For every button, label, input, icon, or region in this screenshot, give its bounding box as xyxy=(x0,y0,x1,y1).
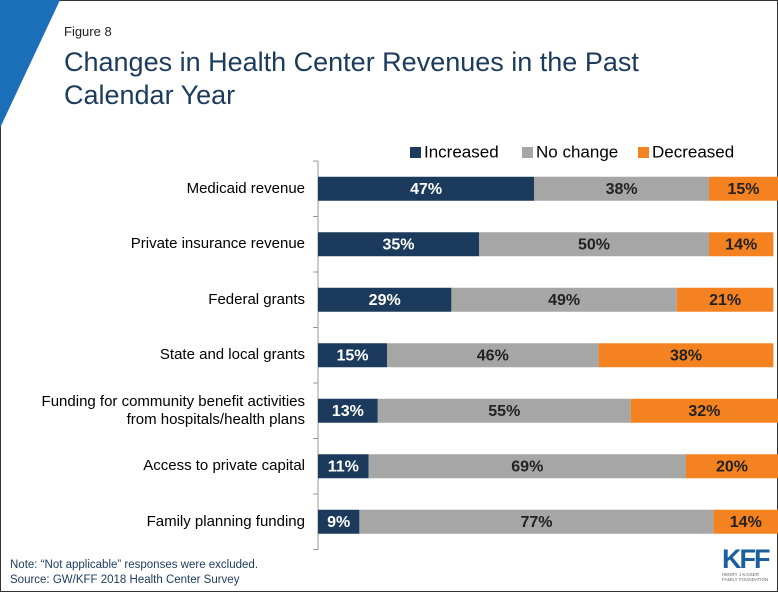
logo: KFF xyxy=(722,544,771,574)
bar-segment xyxy=(686,454,778,479)
bar-segment xyxy=(709,176,778,201)
bar-segment xyxy=(318,454,369,479)
value-label: 47% xyxy=(410,181,442,198)
value-label: 15% xyxy=(336,347,368,364)
value-label: 20% xyxy=(716,458,748,475)
bar-segment xyxy=(318,176,535,201)
value-label: 11% xyxy=(328,458,359,475)
value-label: 55% xyxy=(488,403,520,420)
bar-segment xyxy=(318,343,387,368)
bar-segment xyxy=(359,509,714,534)
legend-swatch xyxy=(522,147,533,158)
bar-segment xyxy=(630,398,778,423)
category-label: Medicaid revenue xyxy=(186,179,305,197)
bar-segment xyxy=(318,398,378,423)
value-label: 50% xyxy=(578,236,610,253)
category-label: Funding for community benefit activities… xyxy=(41,392,305,428)
source: Source: GW/KFF 2018 Health Center Survey xyxy=(10,574,240,586)
value-label: 32% xyxy=(688,403,720,420)
value-label: 14% xyxy=(730,514,762,531)
figure-label: Figure 8 xyxy=(64,24,112,39)
corner-triangle xyxy=(0,0,60,128)
value-label: 38% xyxy=(606,181,638,198)
bar-segment xyxy=(713,509,778,534)
category-label: Family planning funding xyxy=(146,512,305,530)
legend-label: No change xyxy=(536,142,618,161)
bar-segment xyxy=(451,287,677,312)
bar-segment xyxy=(479,232,709,257)
value-label: 9% xyxy=(327,514,350,531)
value-label: 35% xyxy=(382,236,414,253)
value-label: 29% xyxy=(369,292,401,309)
bar-segment xyxy=(377,398,631,423)
bar-segment xyxy=(387,343,599,368)
bar-segment xyxy=(318,287,452,312)
bar-segment xyxy=(534,176,709,201)
legend-swatch xyxy=(410,147,421,158)
value-label: 14% xyxy=(725,236,757,253)
value-label: 77% xyxy=(520,514,552,531)
bar-segment xyxy=(598,343,774,368)
value-label: 69% xyxy=(511,458,543,475)
category-label: State and local grants xyxy=(159,346,305,364)
bar-segment xyxy=(318,509,360,534)
logo-sub: HENRY J KAISER FAMILY FOUNDATION xyxy=(722,572,769,582)
chart-title: Changes in Health Center Revenues in the… xyxy=(64,47,639,110)
value-label: 13% xyxy=(332,403,364,420)
value-label: 38% xyxy=(670,347,702,364)
bar-segment xyxy=(318,232,479,257)
value-label: 15% xyxy=(727,181,759,198)
value-label: 21% xyxy=(709,292,741,309)
legend-label: Increased xyxy=(424,142,499,161)
note: Note: “Not applicable” responses were ex… xyxy=(10,559,259,571)
category-label: Federal grants xyxy=(208,290,305,308)
value-label: 46% xyxy=(477,347,509,364)
category-label: Access to private capital xyxy=(143,457,305,475)
legend-swatch xyxy=(638,147,649,158)
value-label: 49% xyxy=(548,292,580,309)
legend-label: Decreased xyxy=(652,142,734,161)
bar-segment xyxy=(676,287,774,312)
bar-segment xyxy=(709,232,774,257)
category-label: Private insurance revenue xyxy=(130,235,305,253)
bar-segment xyxy=(368,454,686,479)
